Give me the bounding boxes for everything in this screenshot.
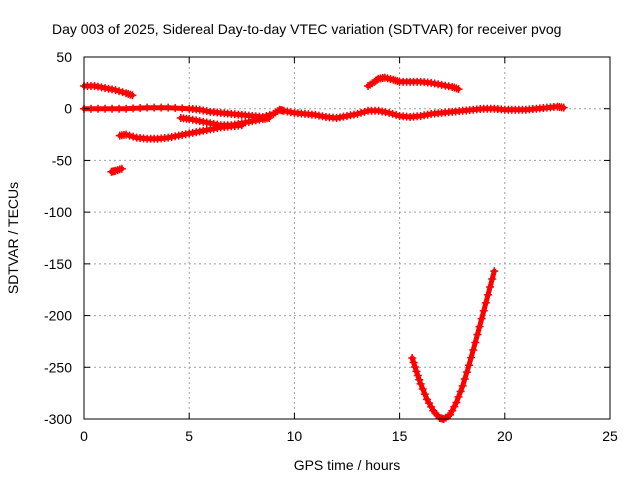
data-point: [392, 110, 401, 119]
x-axis-label: GPS time / hours: [294, 457, 401, 473]
data-point: [143, 103, 152, 112]
data-point: [456, 387, 465, 396]
data-point: [164, 103, 173, 112]
x-tick-label: 20: [497, 428, 513, 444]
data-point: [171, 104, 180, 113]
data-point: [473, 330, 482, 339]
data-point: [479, 306, 488, 315]
data-point: [129, 132, 138, 141]
data-point: [409, 358, 418, 367]
y-axis-label: SDTVAR / TECUs: [5, 182, 21, 294]
data-point: [357, 108, 366, 117]
data-point: [448, 406, 457, 415]
data-layer: [80, 73, 568, 423]
data-point: [458, 381, 467, 390]
data-point: [150, 103, 159, 112]
data-point: [471, 338, 480, 347]
data-point: [490, 267, 499, 276]
data-point: [465, 361, 474, 370]
data-point: [486, 282, 495, 291]
data-point: [450, 402, 459, 411]
data-point: [462, 368, 471, 377]
data-point: [420, 390, 429, 399]
data-point: [115, 87, 124, 96]
data-point: [118, 88, 127, 97]
data-point: [125, 131, 134, 140]
data-point: [481, 298, 490, 307]
x-tick-label: 0: [80, 428, 88, 444]
y-tick-label: 50: [56, 49, 72, 65]
data-point: [559, 103, 568, 112]
data-point: [416, 379, 425, 388]
y-tick-label: -50: [52, 152, 72, 168]
data-point: [483, 290, 492, 299]
chart-title: Day 003 of 2025, Sidereal Day-to-day VTE…: [52, 21, 561, 37]
y-tick-label: -300: [44, 411, 72, 427]
data-point: [488, 275, 497, 284]
data-point: [157, 103, 166, 112]
data-point: [467, 353, 476, 362]
data-point: [477, 314, 486, 323]
data-point: [469, 346, 478, 355]
data-point: [388, 109, 397, 118]
data-point: [360, 107, 369, 116]
y-tick-label: 0: [64, 101, 72, 117]
data-point: [115, 104, 124, 113]
data-point: [94, 104, 103, 113]
x-tick-label: 15: [392, 428, 408, 444]
data-point: [128, 91, 137, 100]
x-tick-label: 5: [185, 428, 193, 444]
data-point: [411, 362, 420, 371]
data-point: [136, 104, 145, 113]
data-point: [101, 104, 110, 113]
data-point: [460, 375, 469, 384]
data-point: [129, 104, 138, 113]
data-point: [353, 109, 362, 118]
data-point: [385, 108, 394, 117]
data-point: [122, 130, 131, 139]
y-tick-label: -250: [44, 359, 72, 375]
data-point: [446, 410, 455, 419]
y-tick-label: -100: [44, 204, 72, 220]
data-point: [408, 353, 417, 362]
data-point: [265, 114, 274, 123]
data-point: [412, 367, 421, 376]
y-tick-label: -150: [44, 256, 72, 272]
data-point: [108, 104, 117, 113]
data-point: [413, 371, 422, 380]
data-point: [418, 385, 427, 394]
data-point: [178, 104, 187, 113]
data-point: [454, 392, 463, 401]
plot-frame: [83, 56, 611, 420]
data-point: [452, 398, 461, 407]
data-point: [415, 375, 424, 384]
data-point: [454, 85, 463, 94]
x-tick-label: 25: [602, 428, 618, 444]
tick-layer: 0 5 10 15 20 25 50 0 -50 -100 -150 -200 -250 -300: [44, 49, 618, 444]
data-point: [111, 86, 120, 95]
data-point: [373, 75, 382, 84]
y-tick-label: -200: [44, 308, 72, 324]
data-point: [475, 322, 484, 331]
x-tick-label: 10: [287, 428, 303, 444]
data-point: [117, 164, 126, 173]
data-point: [122, 104, 131, 113]
